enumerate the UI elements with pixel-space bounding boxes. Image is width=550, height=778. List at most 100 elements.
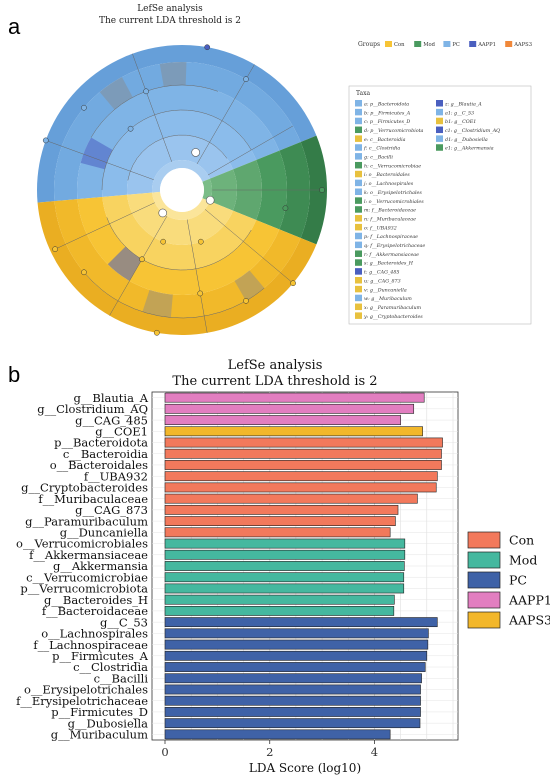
bar-g--clostridium-aq [164, 403, 415, 414]
bar-p--firmicutes-a [164, 650, 428, 661]
bar-c--verrucomicrobiae [164, 572, 405, 583]
taxa-legend-swatch [355, 277, 362, 284]
taxa-legend-swatch [436, 144, 443, 151]
bar-label: g__Paramuribaculum [25, 514, 148, 528]
taxa-legend-swatch [355, 259, 362, 266]
taxa-legend-swatch [355, 241, 362, 249]
bar-g--duncaniella [164, 527, 391, 538]
taxa-legend-swatch [355, 117, 362, 125]
cladogram: Groups Con Mod PC AAPP1 AAPS3 Taxa a: p__Bac… [37, 41, 532, 336]
taxa-legend-label: z: g__Blautia_A [444, 101, 482, 107]
bar-label: o__Bacteroidales [50, 458, 148, 472]
taxa-legend-label: x: g__Paramuribaculum [364, 305, 422, 311]
cladogram-ring-con [127, 192, 233, 246]
taxa-legend-swatch [355, 135, 362, 142]
taxa-legend-swatch [355, 303, 362, 311]
bar-g--blautia-a [164, 392, 425, 403]
cladogram-branch [83, 272, 265, 319]
taxa-legend-swatch [355, 250, 362, 257]
taxa-legend-label: c1: g__Clostridium_AQ [445, 128, 500, 134]
cladogram-branch [132, 53, 172, 162]
groups-legend: Groups Con Mod PC AAPP1 AAPS3 [358, 41, 532, 48]
taxa-legend-label: d: p__Verrucomicrobiota [364, 128, 424, 134]
bar-g--cryptobacteroides [164, 482, 437, 493]
taxa-legend: Taxa a: p__Bacteroidota b: p__Firmicutes_… [348, 85, 532, 325]
taxa-legend-swatch [436, 135, 443, 142]
cladogram-ring-con [54, 199, 301, 318]
group-legend-label-aaps3: AAPS3 [513, 42, 532, 48]
bar-label: c__Verrucomicrobiae [26, 570, 148, 584]
lda-bar-chart: g__Blautia_Ag__Clostridium_AQg__CAG_485g… [16, 391, 550, 775]
taxa-legend-swatch [355, 197, 362, 204]
bar-c--bacteroidia [164, 448, 442, 459]
cladogram-node [290, 280, 296, 287]
bar-f--muribaculaceae [164, 493, 418, 504]
x-tick-label: 2 [266, 745, 273, 759]
x-axis-label: LDA Score (log10) [249, 761, 361, 775]
cladogram-branch [106, 217, 252, 271]
taxa-legend-label: k: o__Erysipelotrichales [364, 190, 422, 196]
bar-f--uba932 [164, 471, 438, 482]
cladogram-node [81, 104, 87, 111]
cladogram-node [160, 238, 167, 245]
legend-swatch-pc [467, 571, 501, 589]
bar-f--lachnospiraceae [164, 639, 429, 650]
cladogram-ring-pc [101, 109, 257, 197]
taxa-legend-label: h: c__Verrucomicrobiae [364, 163, 421, 169]
taxa-legend-swatch [436, 100, 443, 107]
cladogram-highlight [107, 246, 142, 281]
bar-label: f__UBA932 [84, 469, 148, 483]
cladogram-highlight [99, 76, 133, 110]
bar-label: p__Verrucomicrobiota [20, 582, 148, 596]
bar-label: p__Bacteroidota [54, 436, 148, 450]
group-legend-swatch-mod [414, 41, 422, 47]
taxa-legend-swatch [355, 170, 362, 178]
cladogram-ring-pc [77, 85, 280, 200]
taxa-legend-swatch [355, 144, 362, 151]
cladogram-branch [55, 202, 155, 250]
bar-label: o__Verrucomicrobiales [16, 537, 148, 551]
cladogram-subtitle: The current LDA threshold is 2 [98, 16, 242, 26]
cladogram-highlight [80, 137, 113, 170]
bar-label: g__Clostridium_AQ [37, 402, 148, 416]
taxa-legend-label: b: p__Firmicutes_A [364, 110, 411, 116]
bar-f--akkermansiaceae [164, 549, 406, 560]
legend-label-con: Con [509, 533, 534, 548]
taxa-legend-label: p: f__Lachnospiraceae [364, 234, 418, 240]
bar-o--erysipelotrichales [164, 684, 421, 695]
cladogram-node [243, 298, 249, 304]
cladogram-node [81, 269, 87, 276]
taxa-legend-label: o: f__UBA932 [364, 225, 397, 231]
taxa-legend-swatch [355, 285, 362, 293]
group-legend-label-mod: Mod [423, 42, 435, 48]
cladogram-title: LefSe analysis [137, 4, 203, 14]
group-legend-label-pc: PC [452, 42, 459, 48]
cladogram-ring-mod [202, 178, 213, 202]
taxa-legend-title: Taxa [356, 90, 370, 97]
cladogram-highlight [159, 62, 187, 87]
legend-label-mod: Mod [509, 553, 537, 568]
cladogram-branch [127, 134, 228, 181]
bar-c--clostridia [164, 662, 426, 672]
bar-label: g__COE1 [95, 424, 148, 438]
bar-g--cag-873 [164, 504, 399, 515]
x-tick-label: 0 [161, 745, 168, 759]
taxa-legend-swatch [436, 117, 443, 125]
bar-f--bacteroidaceae [164, 606, 395, 616]
taxa-legend-swatch [436, 108, 443, 116]
cladogram-node [191, 148, 200, 157]
bar-label: f__Erysipelotrichaceae [16, 694, 148, 708]
taxa-legend-swatch [355, 153, 362, 160]
cladogram-branch [45, 140, 154, 180]
taxa-legend-label: j: o__Lachnospirales [363, 181, 414, 187]
cladogram-node [319, 187, 325, 193]
bar-o--bacteroidales [164, 460, 442, 470]
bar-g--coe1 [164, 426, 423, 437]
bar-label: c__Bacilli [94, 671, 149, 685]
groups-legend-title: Groups [358, 41, 380, 48]
bar-label: g__Bacteroides_H [44, 593, 148, 607]
bar-g--dubosiella [164, 718, 421, 729]
taxa-legend-swatch [355, 223, 362, 231]
cladogram-branch [207, 125, 293, 176]
taxa-legend-label: v: g__Duncaniella [364, 287, 407, 293]
